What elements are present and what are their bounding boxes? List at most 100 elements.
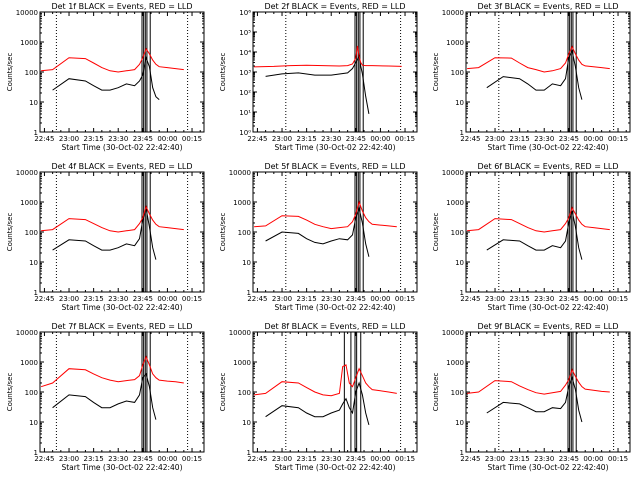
- y-tick-label: 10⁶: [239, 9, 251, 17]
- y-tick-label: 1: [460, 129, 464, 137]
- lld-series-line: [254, 364, 397, 397]
- plot-frame: [465, 11, 631, 133]
- y-tick-label: 10000: [16, 9, 38, 17]
- chart-title: Det 7f BLACK = Events, RED = LLD: [51, 322, 192, 331]
- x-tick-label: 22:45: [460, 295, 480, 303]
- y-tick-label: 10⁵: [239, 29, 251, 37]
- x-tick-label: 00:00: [370, 455, 390, 463]
- chart-title: Det 1f BLACK = Events, RED = LLD: [51, 2, 192, 11]
- chart-title: Det 3f BLACK = Events, RED = LLD: [477, 2, 618, 11]
- x-tick-label: 23:00: [272, 135, 292, 143]
- x-tick-label: 23:00: [485, 455, 505, 463]
- y-tick-label: 1: [34, 289, 38, 297]
- chart-panel-6: Det 6f BLACK = Events, RED = LLD 1 10 100 10…: [432, 162, 631, 312]
- chart-panel-8: Det 8f BLACK = Events, RED = LLD 1 10 100 10…: [219, 322, 418, 472]
- x-axis-label: Start Time (30-Oct-02 22:42:40): [487, 463, 608, 472]
- x-tick-label: 23:00: [272, 455, 292, 463]
- y-tick-label: 10⁰: [239, 129, 251, 137]
- x-tick-label: 00:00: [370, 135, 390, 143]
- x-tick-label: 23:30: [534, 295, 554, 303]
- x-tick-label: 23:15: [84, 295, 104, 303]
- y-tick-label: 10000: [442, 9, 464, 17]
- x-axis-label: Start Time (30-Oct-02 22:42:40): [487, 303, 608, 312]
- x-tick-label: 00:15: [182, 135, 202, 143]
- chart-panel-9: Det 9f BLACK = Events, RED = LLD 1 10 100 10…: [432, 322, 631, 472]
- x-axis-label: Start Time (30-Oct-02 22:42:40): [487, 143, 608, 152]
- lld-series-line: [41, 47, 184, 73]
- lld-series-line: [254, 200, 397, 230]
- x-tick-label: 22:45: [247, 455, 267, 463]
- x-axis-label: Start Time (30-Oct-02 22:42:40): [61, 303, 182, 312]
- lld-series-line: [254, 45, 402, 68]
- y-tick-label: 10²: [239, 89, 251, 97]
- events-series-line: [265, 206, 370, 257]
- x-axis-label: Start Time (30-Oct-02 22:42:40): [274, 303, 395, 312]
- x-axis-label: Start Time (30-Oct-02 22:42:40): [274, 143, 395, 152]
- x-tick-label: 23:30: [108, 455, 128, 463]
- x-tick-label: 23:45: [133, 455, 153, 463]
- events-series-line: [265, 54, 370, 114]
- y-tick-label: 1: [34, 129, 38, 137]
- x-tick-label: 23:00: [485, 295, 505, 303]
- y-tick-label: 10000: [16, 329, 38, 337]
- y-tick-label: 1: [247, 449, 251, 457]
- chart-title: Det 6f BLACK = Events, RED = LLD: [477, 162, 618, 171]
- x-tick-label: 22:45: [34, 135, 54, 143]
- y-tick-label: 1000: [233, 199, 251, 207]
- y-axis-label: Counts/sec: [219, 373, 227, 412]
- x-tick-label: 23:45: [559, 135, 579, 143]
- y-tick-label: 100: [451, 229, 464, 237]
- lld-series-line: [467, 368, 610, 395]
- y-tick-label: 1000: [446, 199, 464, 207]
- x-tick-label: 23:30: [321, 295, 341, 303]
- x-tick-label: 00:15: [182, 455, 202, 463]
- y-tick-label: 100: [238, 229, 251, 237]
- y-axis-label: Counts/sec: [219, 213, 227, 252]
- plot-frame: [39, 331, 205, 453]
- x-tick-label: 00:00: [157, 135, 177, 143]
- y-tick-label: 10: [29, 259, 38, 267]
- y-tick-label: 1: [247, 289, 251, 297]
- lld-series-line: [40, 355, 184, 388]
- y-tick-label: 1: [460, 449, 464, 457]
- x-tick-label: 22:45: [34, 455, 54, 463]
- x-tick-label: 00:15: [395, 135, 415, 143]
- chart-title: Det 4f BLACK = Events, RED = LLD: [51, 162, 192, 171]
- x-axis-label: Start Time (30-Oct-02 22:42:40): [274, 463, 395, 472]
- x-tick-label: 23:45: [133, 135, 153, 143]
- y-tick-label: 10³: [239, 69, 251, 77]
- y-tick-label: 1: [34, 449, 38, 457]
- events-series-line: [52, 55, 160, 100]
- x-tick-label: 22:45: [247, 295, 267, 303]
- x-tick-label: 23:45: [346, 295, 366, 303]
- y-tick-label: 100: [451, 69, 464, 77]
- events-series-line: [486, 210, 583, 260]
- y-tick-label: 10: [455, 419, 464, 427]
- x-tick-label: 00:00: [583, 135, 603, 143]
- events-series-line: [486, 49, 583, 100]
- x-tick-label: 23:00: [59, 135, 79, 143]
- events-series-line: [52, 372, 157, 420]
- lld-series-line: [467, 45, 610, 73]
- x-tick-label: 23:15: [510, 295, 530, 303]
- x-tick-label: 23:45: [133, 295, 153, 303]
- x-tick-label: 22:45: [460, 455, 480, 463]
- x-axis-label: Start Time (30-Oct-02 22:42:40): [61, 143, 182, 152]
- x-tick-label: 22:45: [34, 295, 54, 303]
- y-tick-label: 1000: [446, 39, 464, 47]
- chart-title: Det 2f BLACK = Events, RED = LLD: [264, 2, 405, 11]
- x-tick-label: 23:00: [59, 295, 79, 303]
- x-tick-label: 23:45: [346, 135, 366, 143]
- y-tick-label: 10000: [442, 329, 464, 337]
- x-tick-label: 22:45: [460, 135, 480, 143]
- chart-panel-1: Det 1f BLACK = Events, RED = LLD 1 10 100 10…: [6, 2, 205, 152]
- lld-series-line: [467, 206, 610, 233]
- plot-frame: [465, 171, 631, 293]
- plot-frame: [39, 171, 205, 293]
- x-tick-label: 23:15: [297, 135, 317, 143]
- y-axis-label: Counts/sec: [432, 373, 440, 412]
- y-axis-label: Counts/sec: [432, 213, 440, 252]
- x-tick-label: 00:00: [583, 295, 603, 303]
- y-tick-label: 1000: [20, 39, 38, 47]
